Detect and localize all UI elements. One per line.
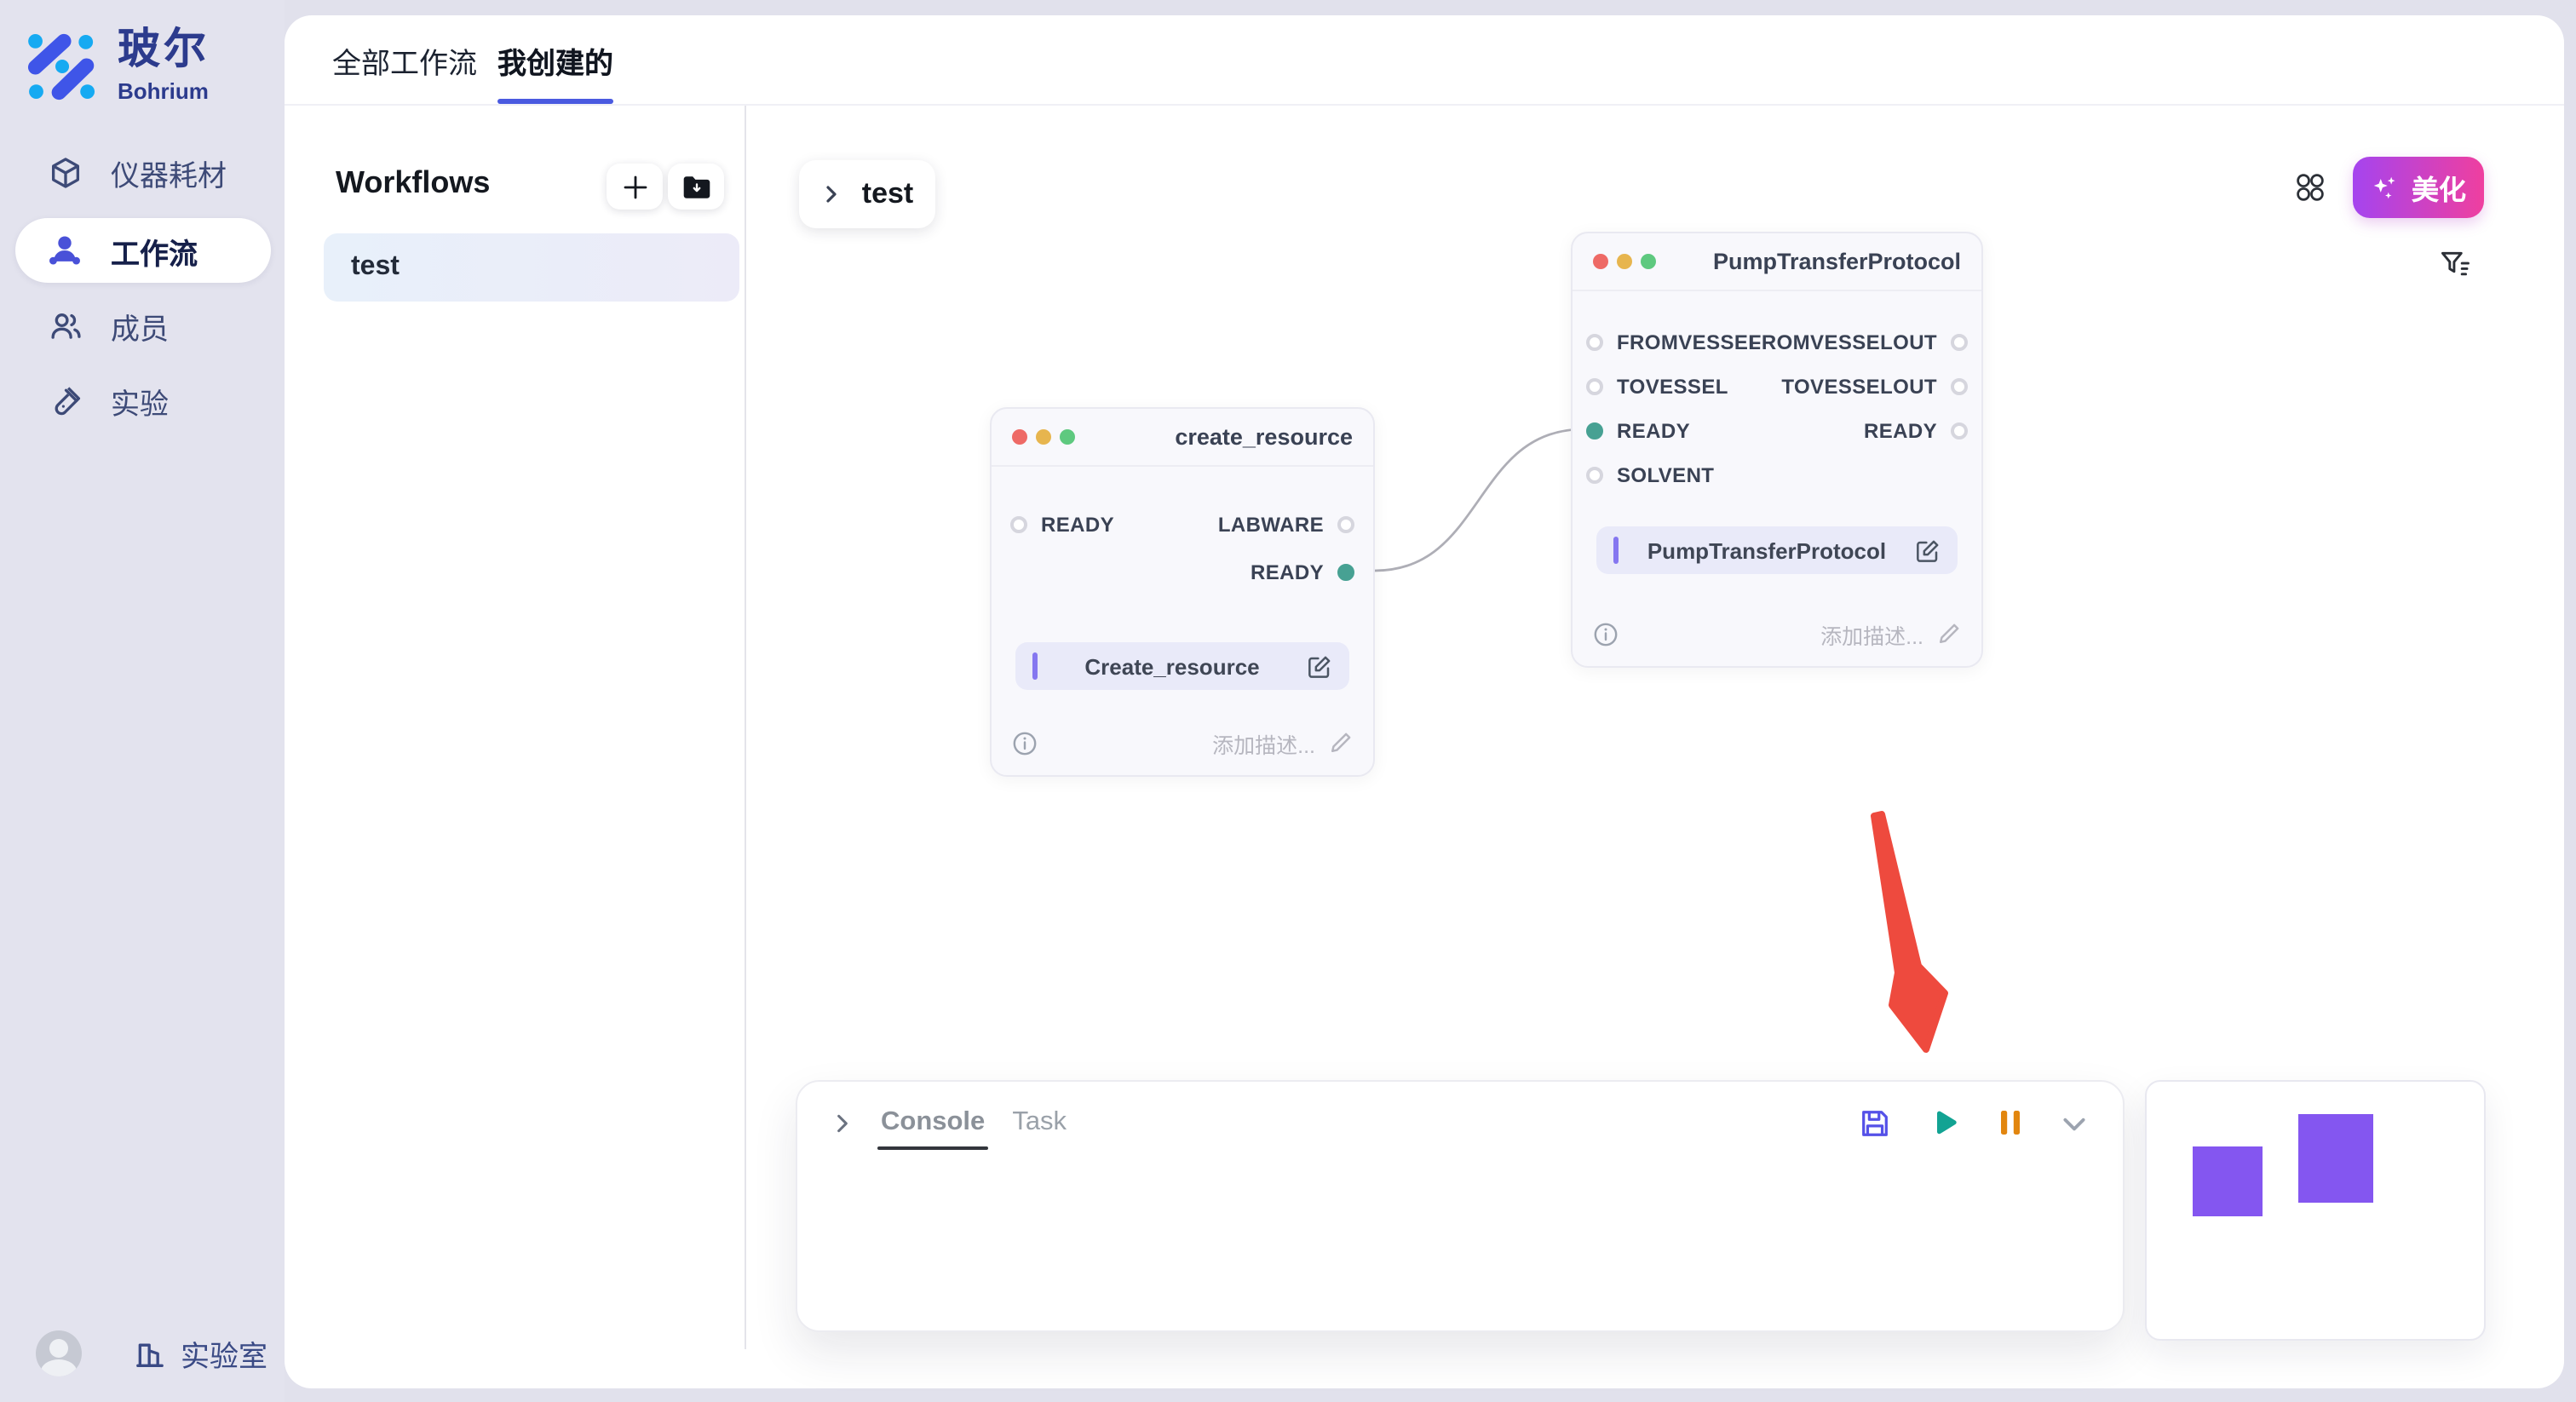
- members-icon: [46, 307, 83, 344]
- import-workflow-button[interactable]: [668, 164, 724, 210]
- clover-grid-icon[interactable]: [2295, 172, 2326, 203]
- workflow-icon: [46, 232, 83, 269]
- red-arrow-annotation: [1871, 811, 1948, 1053]
- sidebar-item-members[interactable]: 成员: [15, 293, 271, 358]
- run-icon[interactable]: [1927, 1106, 1961, 1140]
- pencil-icon[interactable]: [1329, 731, 1353, 755]
- collapse-chevron-icon[interactable]: [2060, 1108, 2089, 1137]
- building-icon: [133, 1336, 167, 1370]
- experiment-icon: [46, 382, 83, 419]
- canvas-breadcrumb[interactable]: test: [799, 160, 935, 228]
- description-placeholder[interactable]: 添加描述...: [1212, 733, 1315, 757]
- workflow-list-item-test[interactable]: test: [324, 233, 739, 302]
- input-port-solvent[interactable]: SOLVENT: [1586, 455, 1714, 496]
- action-accent-bar: [1032, 652, 1038, 680]
- sidebar-item-label: 实验: [111, 388, 169, 420]
- brand-logo: 玻尔 Bohrium: [27, 26, 210, 104]
- chevron-right-icon: [821, 184, 842, 204]
- tab-my-created[interactable]: 我创建的: [497, 15, 613, 104]
- input-port-fromvessel[interactable]: FROMVESSEL: [1586, 322, 1761, 363]
- console-expand-chevron-icon[interactable]: [831, 1112, 854, 1134]
- console-panel: Console Task: [796, 1080, 2125, 1332]
- node-title: PumpTransferProtocol: [1712, 249, 1961, 274]
- info-icon[interactable]: [1012, 730, 1038, 756]
- port-circle-filled[interactable]: [1337, 564, 1354, 581]
- plus-icon: [621, 173, 648, 200]
- port-circle[interactable]: [1337, 516, 1354, 533]
- node-action-create-resource[interactable]: Create_resource: [1015, 642, 1349, 690]
- output-port-ready[interactable]: READY: [1864, 411, 1968, 451]
- sidebar-item-experiment[interactable]: 实验: [15, 368, 271, 433]
- header-tabs: 全部工作流 我创建的: [285, 15, 2564, 106]
- sidebar-item-label: 仪器耗材: [111, 159, 227, 192]
- sidebar-item-workflow[interactable]: 工作流: [15, 218, 271, 283]
- output-port-tovesselout[interactable]: TOVESSELOUT: [1781, 366, 1968, 407]
- save-icon[interactable]: [1859, 1106, 1891, 1139]
- lab-label: 实验室: [181, 1341, 267, 1373]
- package-icon: [46, 153, 83, 191]
- input-port-tovessel[interactable]: TOVESSEL: [1586, 366, 1728, 407]
- user-avatar[interactable]: [36, 1330, 82, 1376]
- tab-all-workflows[interactable]: 全部工作流: [332, 47, 477, 79]
- edit-icon[interactable]: [1307, 653, 1332, 679]
- beautify-label: 美化: [2411, 177, 2466, 206]
- sidebar: 玻尔 Bohrium 仪器耗材 工作流: [0, 0, 285, 1402]
- node-traffic-dots: [1593, 254, 1656, 269]
- pause-icon[interactable]: [1997, 1107, 2024, 1138]
- beautify-button[interactable]: 美化: [2353, 157, 2484, 218]
- edit-icon[interactable]: [1915, 537, 1941, 563]
- node-traffic-dots: [1012, 429, 1075, 445]
- lab-switcher[interactable]: 实验室: [133, 1332, 267, 1375]
- info-icon[interactable]: [1593, 621, 1619, 646]
- pane-divider: [745, 106, 746, 1349]
- sparkles-icon: [2371, 173, 2400, 202]
- sidebar-item-label: 成员: [111, 313, 169, 345]
- task-tab[interactable]: Task: [1012, 1107, 1067, 1136]
- node-title: create_resource: [1175, 424, 1353, 450]
- output-port-ready[interactable]: READY: [1251, 552, 1354, 593]
- output-port-labware[interactable]: LABWARE: [1218, 504, 1354, 545]
- minimap[interactable]: [2145, 1080, 2486, 1341]
- workflows-title: Workflows: [336, 165, 491, 199]
- breadcrumb-label: test: [861, 177, 914, 210]
- sidebar-item-consumables[interactable]: 仪器耗材: [15, 140, 271, 204]
- node-pump-transfer-protocol[interactable]: PumpTransferProtocol FROMVESSEL TOVESSEL…: [1571, 232, 1983, 668]
- minimap-node-block: [2193, 1146, 2263, 1216]
- node-action-pump-transfer[interactable]: PumpTransferProtocol: [1596, 526, 1958, 574]
- brand-name-en: Bohrium: [118, 78, 209, 104]
- bohrium-logo-icon: [27, 30, 99, 101]
- console-tab[interactable]: Console: [877, 1107, 989, 1150]
- node-create-resource[interactable]: create_resource READY LABWARE READY Crea…: [990, 407, 1375, 777]
- output-port-fromvesselout[interactable]: FROMVESSELOUT: [1749, 322, 1968, 363]
- sidebar-item-label: 工作流: [111, 238, 198, 270]
- folder-download-icon: [681, 173, 711, 200]
- add-workflow-button[interactable]: [607, 164, 663, 210]
- main-panel: 全部工作流 我创建的 Workflows test: [285, 15, 2564, 1388]
- filter-icon[interactable]: [2438, 247, 2472, 281]
- port-circle[interactable]: [1010, 516, 1027, 533]
- minimap-node-block: [2298, 1114, 2373, 1203]
- input-port-ready[interactable]: READY: [1010, 504, 1114, 545]
- brand-name-cn: 玻尔: [118, 26, 210, 73]
- pencil-icon[interactable]: [1937, 622, 1961, 646]
- input-port-ready[interactable]: READY: [1586, 411, 1690, 451]
- action-accent-bar: [1613, 537, 1619, 564]
- description-placeholder[interactable]: 添加描述...: [1820, 624, 1923, 648]
